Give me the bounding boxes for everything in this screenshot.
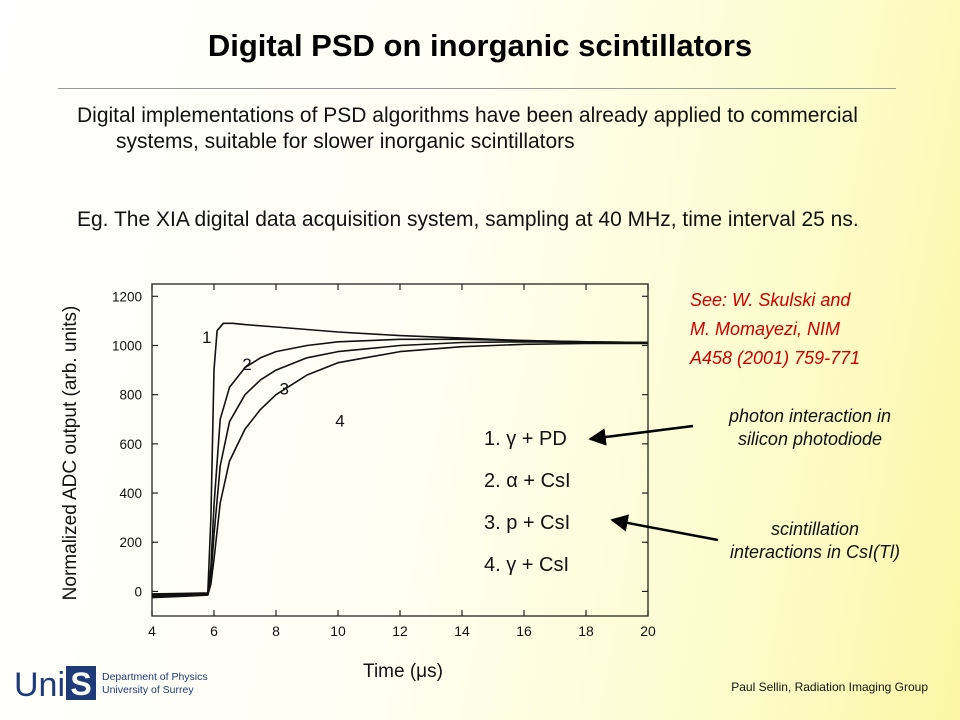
logo-wordmark-uni: Uni xyxy=(14,666,65,704)
photon-annotation-line-1: photon interaction in xyxy=(728,406,892,426)
y-tick-label: 0 xyxy=(134,584,142,599)
y-tick-label: 400 xyxy=(119,486,142,501)
y-axis-label: Normalized ADC output (arb. units) xyxy=(60,306,81,601)
y-tick-label: 1000 xyxy=(112,338,142,353)
x-axis-label: Time (μs) xyxy=(363,661,443,682)
legend-entry-1: 1. γ + PD xyxy=(484,428,567,450)
citation-line-2: M. Momayezi, NIM xyxy=(690,319,841,339)
logo-wordmark-s: S xyxy=(70,666,91,702)
x-tick-label: 6 xyxy=(210,623,218,639)
logo-department: Department of Physics xyxy=(102,671,208,683)
x-tick-label: 14 xyxy=(454,623,470,639)
y-tick-label: 200 xyxy=(119,535,142,550)
slide-title: Digital PSD on inorganic scintillators xyxy=(207,28,753,63)
citation-reference: See: W. Skulski and M. Momayezi, NIM A45… xyxy=(690,286,940,373)
footer-credit: Paul Sellin, Radiation Imaging Group xyxy=(731,680,928,694)
logo-university: University of Surrey xyxy=(102,684,194,696)
curve-2 xyxy=(151,338,649,596)
y-tick-label: 1200 xyxy=(112,289,142,304)
legend-entry-4: 4. γ + CsI xyxy=(484,554,569,576)
x-tick-label: 20 xyxy=(640,623,656,639)
x-tick-label: 4 xyxy=(148,623,156,639)
curve-label-1: 1 xyxy=(202,328,211,347)
bullet-xia-system: Eg. The XIA digital data acquisition sys… xyxy=(77,208,859,231)
logo-s-block xyxy=(66,666,96,700)
y-tick-label: 800 xyxy=(119,388,142,403)
curve-3 xyxy=(151,341,649,598)
x-tick-label: 10 xyxy=(330,623,346,639)
legend-entry-3: 3. p + CsI xyxy=(484,512,570,534)
curve-label-4: 4 xyxy=(335,412,344,431)
scint-annotation-line-1: scintillation xyxy=(770,519,860,539)
photon-annotation-line-2: silicon photodiode xyxy=(737,429,883,449)
citation-line-3: A458 (2001) 759-771 xyxy=(690,348,861,368)
x-tick-label: 12 xyxy=(392,623,408,639)
y-tick-label: 600 xyxy=(119,437,142,452)
citation-line-1: See: W. Skulski and xyxy=(690,290,851,310)
scintillation-annotation: scintillation interactions in CsI(Tl) xyxy=(690,518,940,564)
scint-annotation-line-2: interactions in CsI(Tl) xyxy=(729,542,901,562)
x-tick-label: 18 xyxy=(578,623,594,639)
title-divider xyxy=(58,88,896,89)
x-tick-label: 8 xyxy=(272,623,280,639)
legend-entry-2: 2. α + CsI xyxy=(484,470,571,492)
plot-frame xyxy=(151,283,649,617)
photon-annotation: photon interaction in silicon photodiode xyxy=(690,405,930,451)
curve-4 xyxy=(151,342,648,599)
university-of-surrey-logo: Uni S Department of Physics University o… xyxy=(14,666,208,704)
x-tick-label: 16 xyxy=(516,623,532,639)
chart-legend: 1. γ + PD 2. α + CsI 3. p + CsI 4. γ + CsI xyxy=(484,428,571,576)
bullet-digital-psd: Digital implementations of PSD algorithm… xyxy=(77,104,858,153)
curve-1 xyxy=(151,322,649,595)
curve-label-2: 2 xyxy=(242,355,251,374)
